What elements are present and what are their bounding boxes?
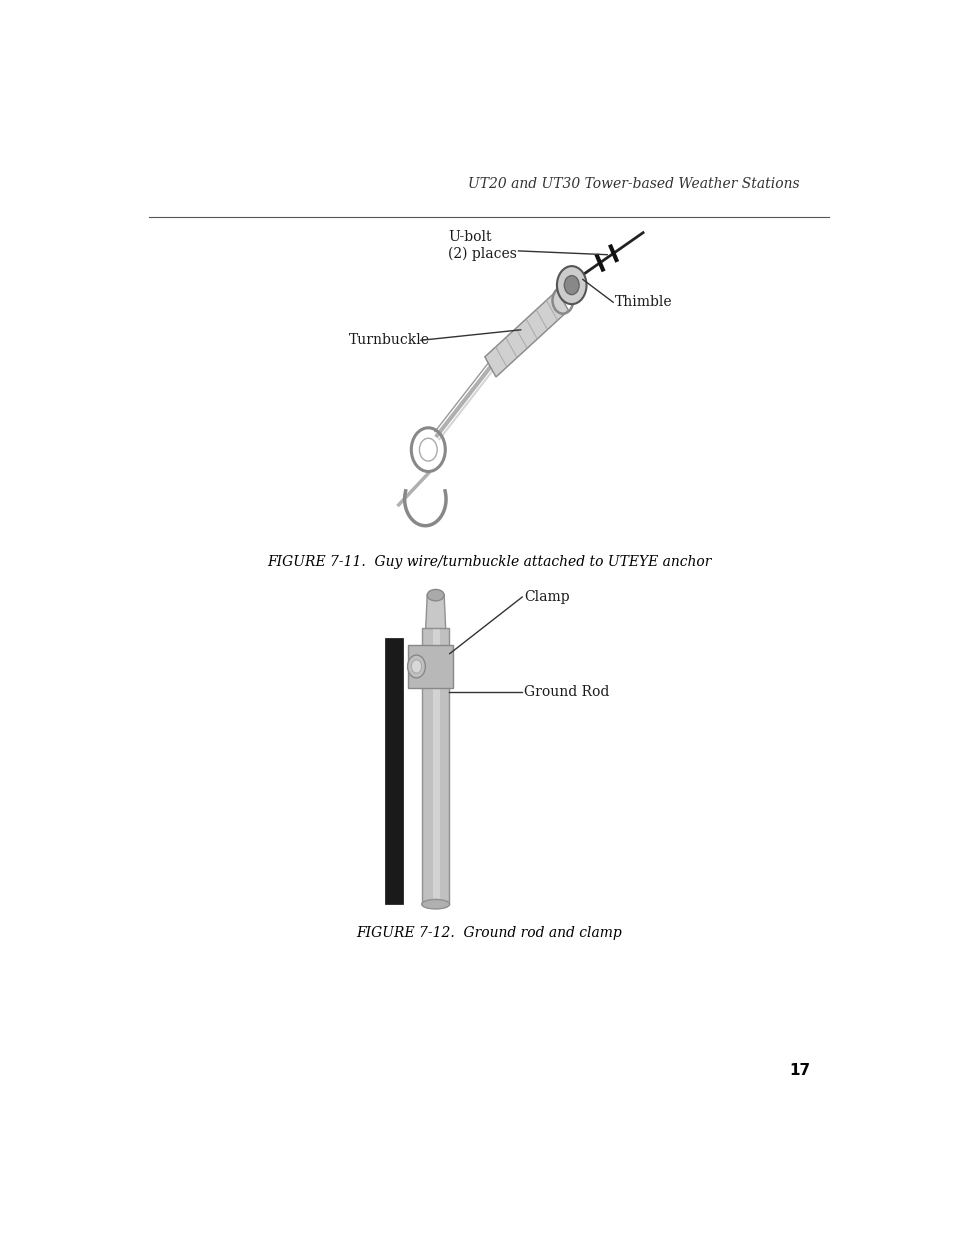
Text: FIGURE 7-12.  Ground rod and clamp: FIGURE 7-12. Ground rod and clamp: [355, 926, 621, 940]
Circle shape: [407, 655, 425, 678]
Text: Turnbuckle: Turnbuckle: [348, 333, 429, 347]
Text: Clamp: Clamp: [524, 590, 570, 604]
Polygon shape: [425, 595, 445, 629]
Polygon shape: [422, 629, 449, 904]
Text: FIGURE 7-11.  Guy wire/turnbuckle attached to UTEYE anchor: FIGURE 7-11. Guy wire/turnbuckle attache…: [267, 555, 710, 569]
Circle shape: [419, 438, 436, 461]
Text: Ground Rod: Ground Rod: [524, 685, 609, 699]
Circle shape: [557, 266, 586, 304]
Polygon shape: [407, 645, 452, 688]
Polygon shape: [484, 290, 568, 377]
Text: 17: 17: [788, 1063, 809, 1078]
Text: Thimble: Thimble: [615, 295, 672, 309]
Text: U-bolt
(2) places: U-bolt (2) places: [448, 230, 517, 261]
Circle shape: [564, 275, 578, 295]
Ellipse shape: [427, 589, 444, 601]
Text: UT20 and UT30 Tower-based Weather Stations: UT20 and UT30 Tower-based Weather Statio…: [467, 177, 799, 191]
Circle shape: [411, 659, 421, 673]
Polygon shape: [385, 638, 402, 904]
Ellipse shape: [421, 899, 449, 909]
Polygon shape: [433, 629, 439, 904]
